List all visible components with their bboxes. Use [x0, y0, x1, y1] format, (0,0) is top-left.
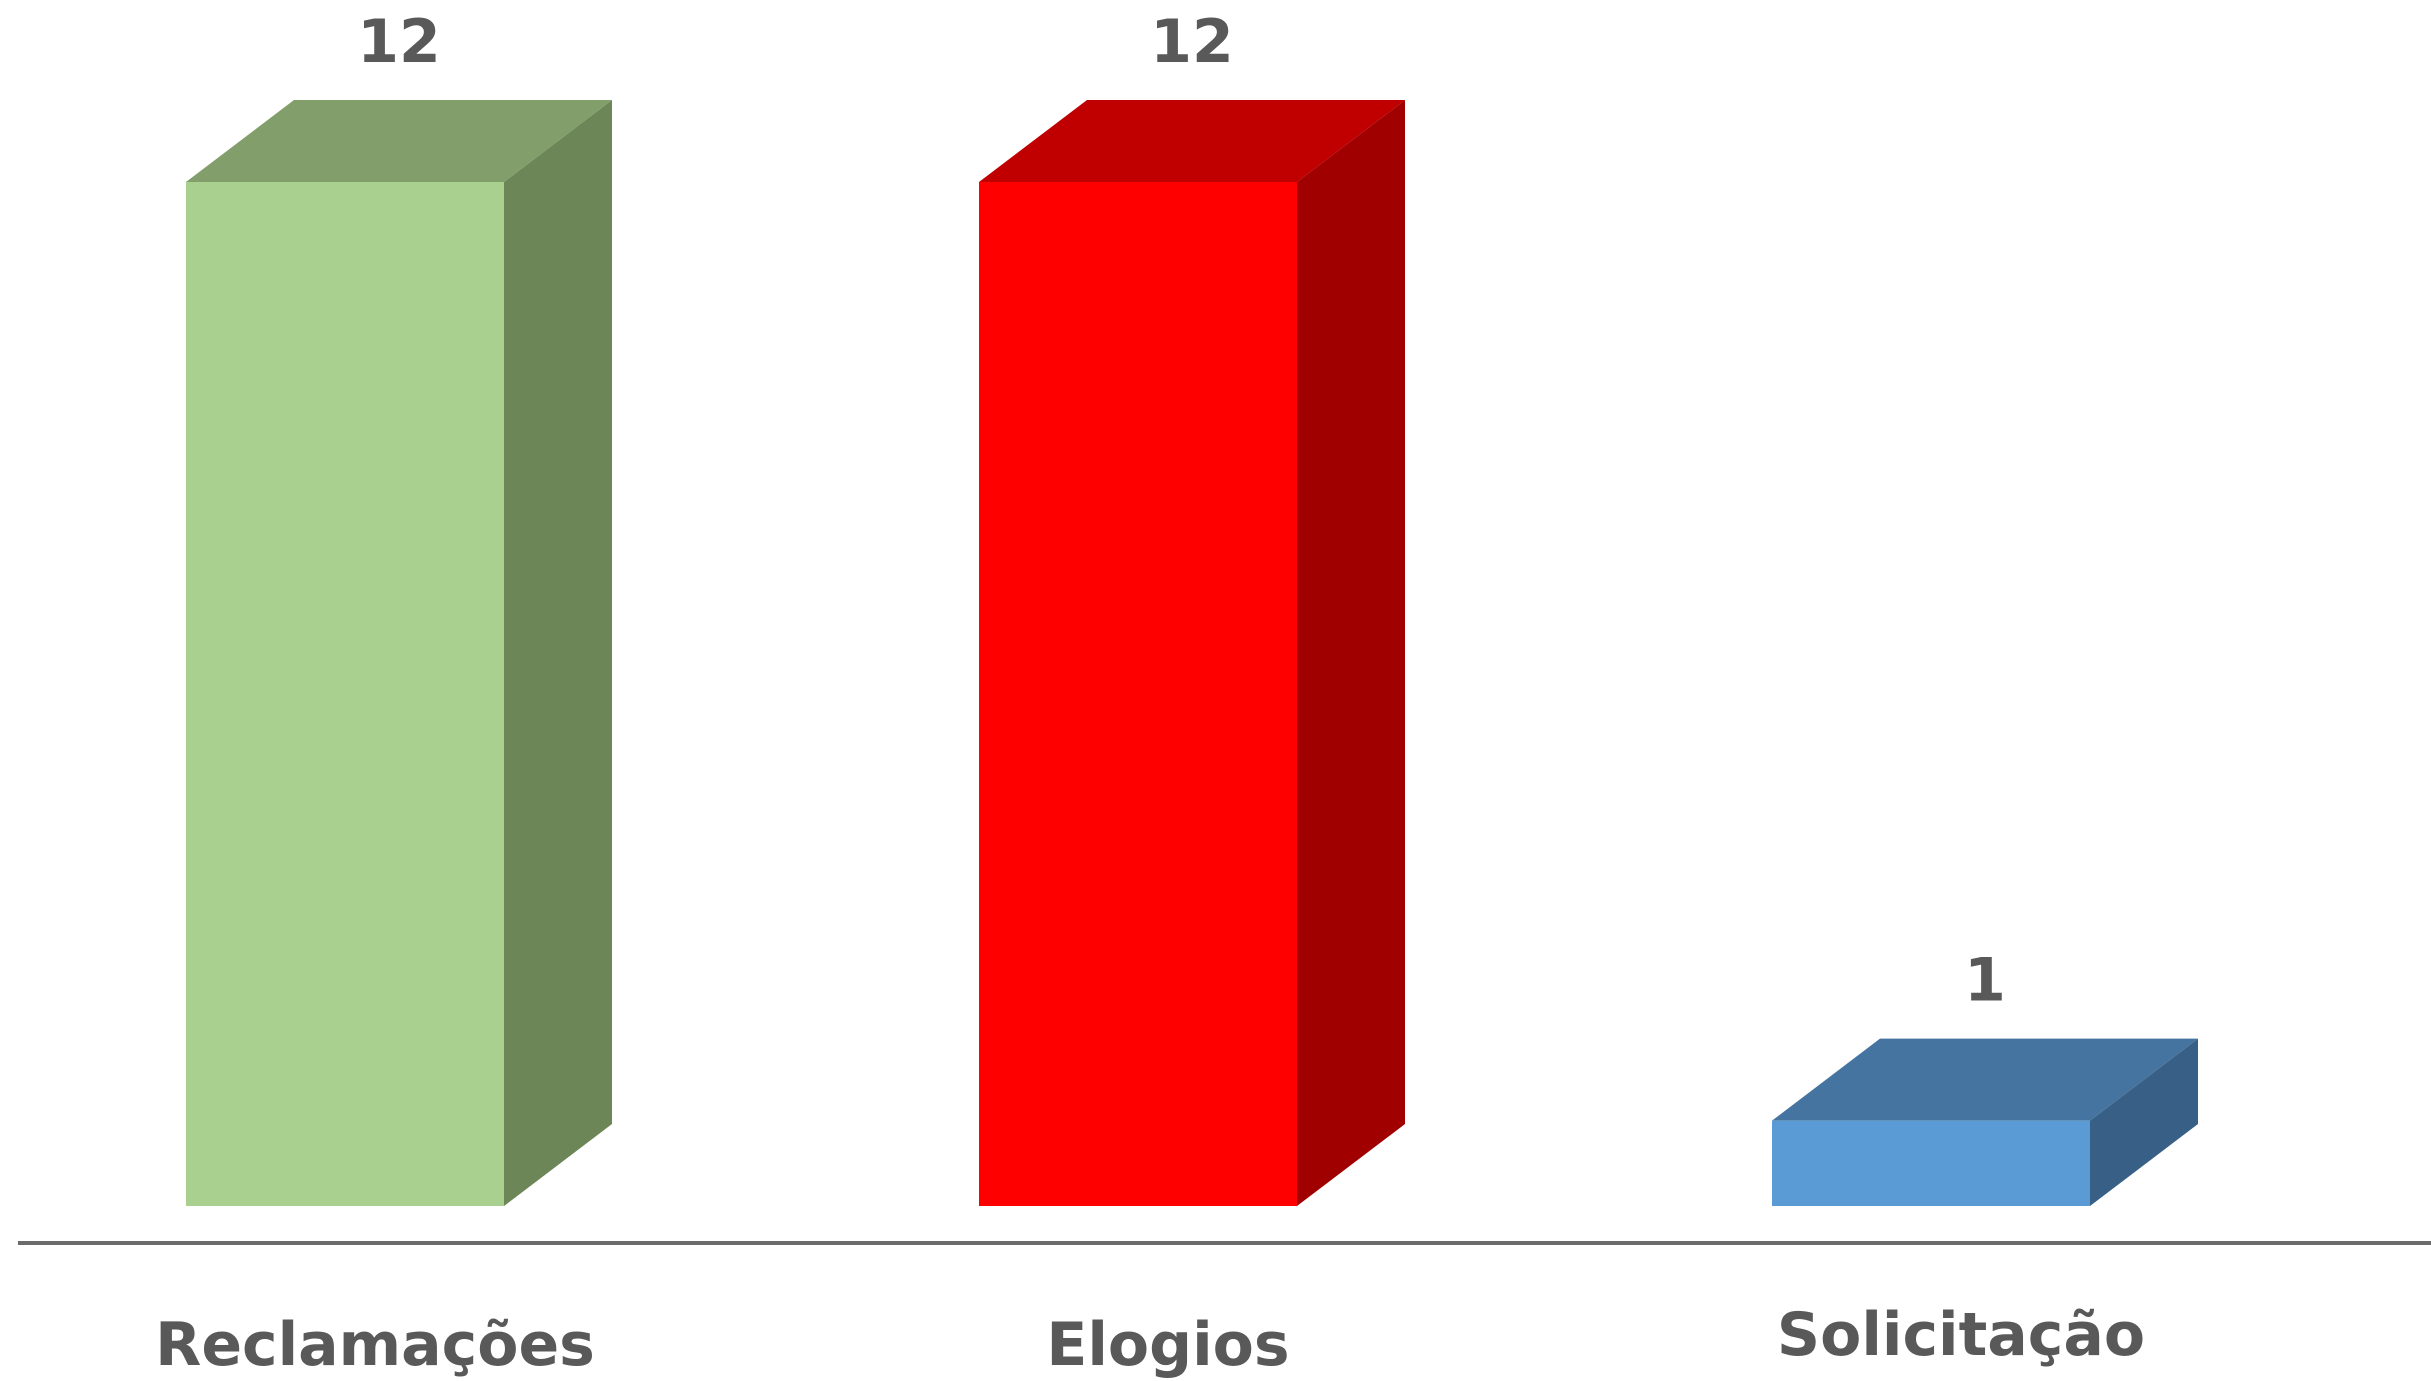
bar-0 [186, 100, 612, 1206]
value-label: 12 [1150, 7, 1234, 77]
category-labels-group: Reclamações Elogios Solicitação [155, 1300, 2145, 1380]
bar-front-face [979, 182, 1297, 1206]
value-label: 1 [1964, 946, 2006, 1016]
bar-top-face [1772, 1038, 2198, 1121]
bar-side-face [504, 100, 612, 1206]
category-label: Reclamações [155, 1310, 595, 1380]
bar-top-face [186, 100, 612, 182]
bar-front-face [1772, 1120, 2090, 1206]
bars-group [186, 100, 2198, 1206]
bar-side-face [2090, 1038, 2198, 1206]
bar-1 [979, 100, 1405, 1206]
category-label: Elogios [1046, 1310, 1289, 1380]
bar-2 [1772, 1038, 2198, 1206]
value-label: 12 [357, 7, 441, 77]
bar-top-face [979, 100, 1405, 182]
category-label: Solicitação [1777, 1300, 2145, 1370]
value-labels-group: 12 12 1 [357, 7, 2006, 1016]
bar-front-face [186, 182, 504, 1206]
bar-side-face [1297, 100, 1405, 1206]
